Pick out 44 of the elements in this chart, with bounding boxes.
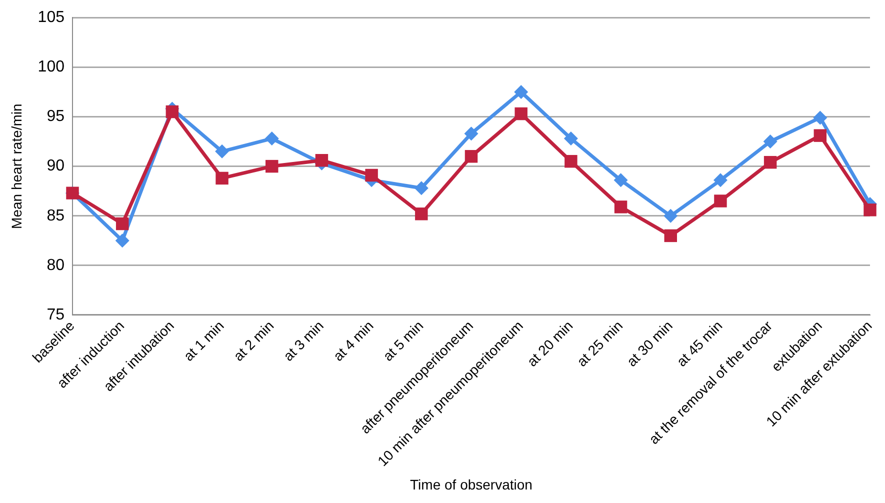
x-tick-label: at 1 min — [180, 317, 227, 364]
point — [664, 208, 678, 223]
point — [414, 181, 428, 196]
x-tick-label: at 2 min — [230, 317, 277, 364]
point — [614, 173, 628, 188]
point — [266, 160, 278, 173]
x-tick-label: at 30 min — [623, 317, 676, 370]
y-tick-label: 75 — [46, 306, 65, 324]
point — [614, 200, 628, 214]
point — [813, 110, 828, 125]
x-tick-label: at 25 min — [574, 317, 626, 370]
point — [215, 144, 230, 158]
y-tick-label: 80 — [46, 256, 65, 274]
point — [564, 154, 578, 168]
x-tick-label: at 4 min — [330, 317, 376, 364]
point — [464, 126, 478, 141]
point — [315, 154, 328, 167]
point — [415, 208, 428, 220]
point — [514, 84, 528, 99]
point — [115, 234, 130, 248]
point — [763, 134, 778, 149]
point — [864, 204, 876, 216]
point — [764, 156, 777, 169]
point — [365, 168, 378, 182]
point — [713, 173, 728, 188]
point — [564, 132, 578, 146]
y-tick-label: 105 — [38, 9, 65, 26]
y-tick-label: 95 — [46, 108, 65, 126]
x-tick-label: at 20 min — [524, 317, 576, 370]
point — [464, 150, 478, 163]
point — [166, 105, 179, 118]
point — [514, 107, 528, 120]
point — [714, 194, 727, 208]
y-tick-label: 90 — [46, 158, 65, 175]
y-tick-label: 100 — [38, 58, 65, 76]
point — [814, 129, 827, 142]
point — [216, 172, 228, 185]
point — [264, 132, 279, 146]
y-axis-title: Mean heart rate/min — [8, 104, 24, 229]
point — [116, 217, 129, 230]
x-axis-title: Time of observation — [410, 476, 532, 492]
x-tick-label: at 3 min — [280, 317, 327, 364]
point — [664, 229, 677, 242]
y-tick-label: 85 — [46, 207, 65, 224]
